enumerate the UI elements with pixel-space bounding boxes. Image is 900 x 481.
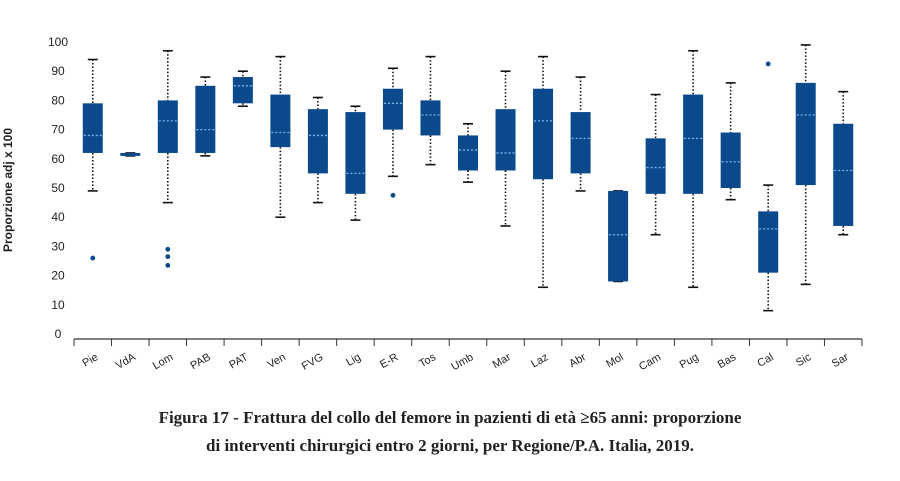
y-tick-label: 80	[51, 93, 65, 107]
iqr-box	[608, 190, 629, 282]
box-bas	[720, 82, 741, 201]
iqr-box	[495, 109, 516, 171]
figure-caption-line-1: Figura 17 - Frattura del collo del femor…	[158, 408, 742, 427]
y-axis-ticks: 0 10 20 30 40 50 60 70 80 90 100	[48, 35, 68, 341]
iqr-box	[458, 135, 478, 171]
iqr-box	[570, 112, 591, 174]
box-pie	[82, 58, 103, 261]
x-tick-label: E-R	[378, 351, 400, 371]
iqr-box	[382, 88, 403, 130]
iqr-box	[420, 100, 441, 136]
box-sic	[795, 44, 816, 286]
x-tick-label: Mar	[491, 351, 514, 371]
y-tick-label: 50	[51, 181, 65, 195]
box-lom	[157, 49, 178, 268]
iqr-box	[533, 88, 554, 180]
x-tick-label: Abr	[567, 351, 588, 370]
outlier-point	[390, 192, 396, 198]
x-tick-label: Lom	[151, 351, 176, 372]
iqr-box	[345, 112, 366, 194]
x-tick-label: PAB	[188, 351, 212, 372]
box-pab	[195, 76, 216, 157]
y-tick-label: 100	[48, 35, 68, 49]
x-tick-label: Laz	[529, 351, 550, 370]
iqr-box	[195, 85, 216, 153]
box-umb	[458, 122, 478, 183]
iqr-box	[758, 211, 779, 273]
box-lig	[345, 105, 366, 221]
boxplot-chart: 0 10 20 30 40 50 60 70 80 90 100 Pie VdA Lom PAB PAT Ve…	[1, 35, 863, 373]
x-tick-label: Ven	[265, 351, 287, 371]
box-e-r	[382, 67, 403, 198]
y-tick-label: 0	[55, 327, 62, 341]
iqr-box	[232, 77, 253, 104]
iqr-box	[683, 94, 704, 194]
box-cal	[758, 61, 779, 312]
outlier-point	[165, 262, 171, 268]
iqr-box	[720, 132, 741, 188]
figure-caption-line-2: di interventi chirurgici entro 2 giorni,…	[206, 436, 694, 455]
box-mar	[495, 70, 516, 227]
outlier-point	[90, 255, 96, 261]
iqr-box	[82, 103, 103, 153]
x-tick-label: Mol	[604, 351, 625, 370]
iqr-box	[307, 109, 328, 174]
x-tick-label: Umb	[449, 351, 475, 373]
box-series	[82, 44, 854, 312]
iqr-box	[157, 100, 178, 153]
box-vda	[120, 152, 141, 157]
y-tick-label: 60	[51, 152, 65, 166]
x-tick-label: Pie	[80, 351, 100, 369]
iqr-box	[645, 138, 666, 194]
box-abr	[570, 76, 591, 192]
x-tick-label: Cam	[637, 351, 663, 373]
x-tick-label: Cal	[755, 351, 775, 370]
x-tick-label: VdA	[114, 351, 139, 372]
y-axis-label: Proporzione adj x 100	[1, 128, 15, 252]
y-tick-label: 70	[51, 123, 65, 137]
box-ven	[270, 55, 291, 218]
x-tick-label: Sic	[794, 351, 814, 369]
y-tick-label: 30	[51, 239, 65, 253]
outlier-point	[165, 254, 171, 260]
box-mol	[608, 190, 629, 283]
x-axis-ticks: Pie VdA Lom PAB PAT Ven FVG Lig E-R Tos Umb Mar Laz A…	[73, 339, 863, 373]
x-tick-label: Pug	[678, 351, 701, 371]
box-sar	[833, 90, 854, 236]
iqr-box	[270, 94, 291, 148]
y-tick-label: 40	[51, 210, 65, 224]
box-cam	[645, 93, 666, 236]
x-tick-label: PAT	[227, 351, 250, 371]
box-pug	[683, 49, 704, 289]
iqr-box	[795, 82, 816, 186]
y-tick-label: 10	[51, 298, 65, 312]
x-tick-label: Lig	[344, 351, 363, 369]
x-tick-label: Sar	[830, 351, 851, 370]
box-laz	[533, 55, 554, 289]
iqr-box	[120, 152, 141, 156]
x-tick-label: Tos	[417, 351, 438, 370]
outlier-point	[765, 61, 771, 67]
outlier-point	[165, 246, 171, 252]
iqr-box	[833, 123, 854, 226]
y-tick-label: 20	[51, 269, 65, 283]
box-fvg	[307, 96, 328, 204]
x-tick-label: FVG	[300, 351, 326, 373]
x-tick-label: Bas	[716, 351, 739, 371]
box-tos	[420, 55, 441, 166]
y-tick-label: 90	[51, 64, 65, 78]
box-pat	[232, 70, 253, 108]
